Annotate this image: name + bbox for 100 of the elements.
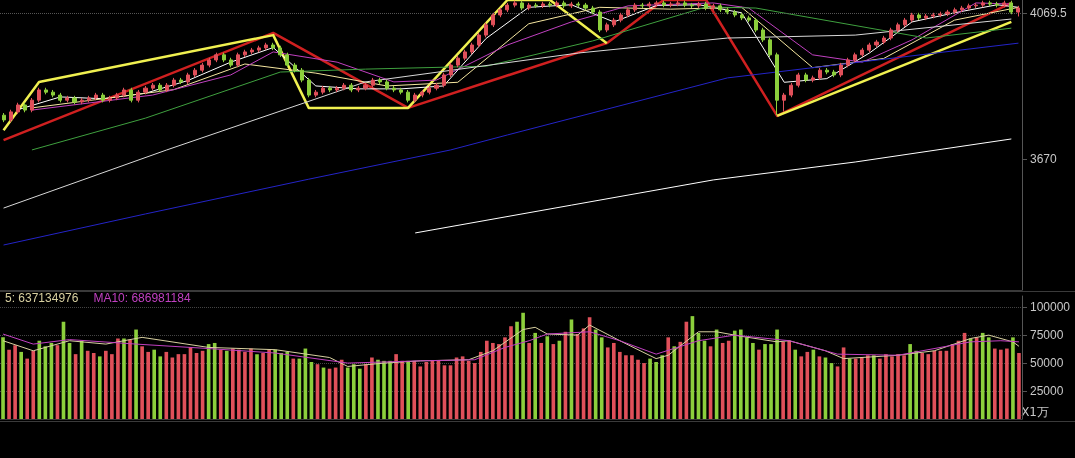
candlestick [676,0,680,7]
candlestick [740,12,744,21]
candlestick [704,1,708,11]
bar [732,330,737,419]
line-series [2,0,609,132]
candlestick [378,77,382,85]
bar [231,348,235,419]
y-tick-label: 50000 [1030,356,1064,371]
candlestick [782,92,786,113]
candlestick [222,52,226,63]
bar [291,358,296,419]
bar [158,356,163,419]
candlestick [697,1,701,9]
candlestick [548,1,552,8]
bar [539,342,544,419]
bar [666,337,671,419]
bar [624,355,628,419]
candlestick [569,1,573,9]
bar [237,349,241,419]
candlestick [513,0,517,8]
candlestick [718,3,722,13]
bar [164,351,169,419]
bar [660,355,664,419]
candlestick [924,13,928,21]
bar [406,360,411,419]
candlestick [825,67,829,75]
candlestick [80,97,84,105]
bar [787,340,791,419]
bar [865,355,870,419]
candlestick [151,82,155,91]
bar [872,355,876,419]
bar [91,353,96,419]
bar [775,329,779,419]
candlestick [285,52,289,68]
bar [884,354,888,419]
bar [116,338,120,419]
candlestick [328,85,332,93]
candlestick [583,2,588,11]
bar [388,360,392,419]
candlestick [250,47,254,55]
y-tick-label: 4069.5 [1030,5,1068,20]
bar [255,354,259,419]
candlestick [683,0,687,8]
candlestick [775,52,779,116]
candlestick [371,77,375,88]
bar [859,357,864,419]
bar [533,332,537,419]
candlestick [591,5,595,15]
bar [545,336,550,419]
bar [146,351,150,419]
bar [793,349,798,419]
candlestick [498,7,502,18]
candlestick [143,85,148,95]
bar [243,351,247,419]
bar [85,350,90,419]
candlestick [72,95,77,105]
bar [1,337,5,419]
line-series [3,42,1019,246]
bar [110,354,114,419]
bar [491,342,495,419]
candlestick [307,77,311,98]
candlestick [967,3,971,11]
candlestick [910,12,914,23]
bar [152,349,157,419]
candlestick [243,49,247,58]
bar [140,346,144,419]
bar [485,340,489,419]
candlestick [214,52,218,63]
candlestick [711,3,715,11]
candlestick [534,2,538,9]
candlestick [65,95,69,103]
candlestick [896,22,900,33]
bar [19,351,23,419]
candlestick [605,22,609,33]
candlestick [108,95,112,103]
candlestick [207,57,211,68]
candlestick [874,39,879,48]
bar [914,350,918,419]
candlestick [427,85,431,95]
bar [345,367,350,419]
candlestick [37,87,41,103]
candlestick [293,62,297,73]
bar [218,349,223,419]
candlestick [470,42,474,55]
candlestick [640,2,644,9]
y-tick-label: 3670 [1030,152,1058,167]
bar [249,348,253,419]
candlestick [186,72,190,85]
candlestick [413,92,417,103]
candlestick [796,72,800,88]
candlestick [200,62,204,73]
bar [672,346,677,419]
candlestick [846,57,850,68]
candlestick [463,49,467,61]
candlestick [406,89,410,103]
candlestick [456,55,460,68]
bar [364,364,368,419]
bar [605,347,610,419]
bar [992,348,997,419]
bar [134,329,138,419]
